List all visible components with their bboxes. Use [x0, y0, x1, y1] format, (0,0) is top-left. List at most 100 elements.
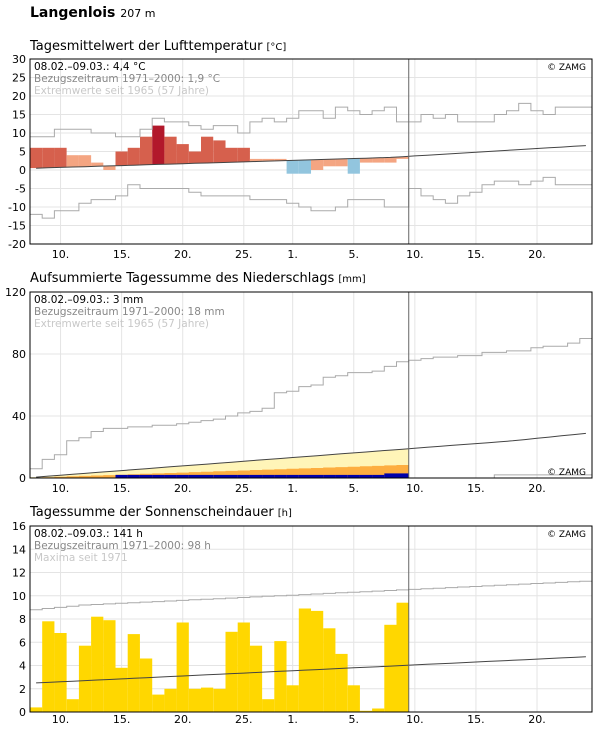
sun-bar: [176, 622, 189, 712]
temp-bar: [42, 147, 55, 168]
x-tick-label: 10.: [406, 713, 424, 726]
temp-bar: [201, 136, 214, 163]
x-tick-label: 20.: [174, 482, 192, 495]
sun-bar: [225, 631, 238, 712]
y-tick-label: 10: [12, 590, 26, 603]
plot-frame: [29, 291, 593, 479]
temp-bar: [213, 140, 226, 163]
precip-bar: [372, 474, 385, 478]
mean-line: [36, 432, 586, 478]
precip-bar: [359, 474, 373, 478]
chart-title: Tagesmittelwert der Lufttemperatur [°C]: [29, 39, 286, 54]
sun-bar: [286, 685, 299, 712]
x-tick-label: 15.: [467, 482, 485, 495]
temp-bar: [30, 147, 43, 169]
temp-bar: [103, 165, 116, 170]
temp-bar: [225, 147, 238, 163]
precip-bar: [396, 473, 409, 478]
plot-frame: [29, 525, 593, 713]
y-tick-label: 2: [19, 683, 26, 696]
info-line-2: Extremwerte seit 1965 (57 Jahre): [34, 318, 209, 330]
sun-bar: [262, 699, 275, 712]
temp-bar: [286, 160, 299, 174]
temp-bar: [396, 156, 409, 159]
info-line-2: Maxima seit 1971: [34, 552, 128, 564]
x-tick-label: 15.: [467, 248, 485, 261]
precip-bar: [225, 474, 238, 478]
precip-bar: [323, 474, 336, 478]
temp-bar: [127, 147, 140, 166]
station-name: Langenlois: [30, 5, 116, 21]
info-line-1: Bezugszeitraum 1971–2000: 18 mm: [34, 306, 225, 318]
temp-bar: [311, 159, 324, 170]
precip-bar: [140, 474, 153, 478]
precip-deficit-area: [30, 465, 409, 478]
sun-bar: [213, 688, 226, 713]
precip-bar: [115, 474, 128, 478]
y-tick-label: 5: [19, 146, 26, 159]
mean-line: [36, 656, 586, 684]
chart-precipitation: Aufsummierte Tagessumme des Niederschlag…: [5, 271, 593, 495]
y-tick-label: 0: [19, 164, 26, 177]
precip-bar: [311, 474, 324, 478]
precip-bar: [286, 474, 299, 478]
x-tick-label: 10.: [52, 248, 70, 261]
sun-bar: [249, 645, 263, 712]
temp-bar: [91, 162, 104, 167]
max-line: [30, 580, 592, 611]
sun-bar: [103, 620, 116, 712]
x-tick-label: 20.: [174, 248, 192, 261]
temp-bar: [384, 157, 397, 163]
sun-bar: [311, 610, 324, 712]
station-elevation: 207 m: [120, 7, 156, 20]
precip-bar: [335, 474, 348, 478]
y-tick-label: -5: [15, 183, 26, 196]
precip-bar: [347, 474, 360, 478]
x-tick-label: 25.: [235, 713, 253, 726]
temp-bar: [140, 136, 153, 165]
copyright-label: © ZAMG: [547, 63, 586, 73]
info-line-0: 08.02.–09.03.: 3 mm: [34, 294, 143, 306]
x-tick-label: 1.: [287, 248, 298, 261]
temp-bar: [372, 157, 385, 163]
x-tick-label: 10.: [406, 482, 424, 495]
x-tick-label: 25.: [235, 248, 253, 261]
temp-bar: [78, 155, 92, 167]
sun-bar: [42, 621, 55, 712]
y-tick-label: -15: [8, 220, 26, 233]
temp-bar: [66, 155, 79, 167]
y-tick-label: 0: [19, 472, 26, 485]
sun-bar: [323, 628, 336, 712]
sun-bar: [396, 602, 409, 712]
precip-bar: [188, 474, 202, 478]
precip-bar: [384, 473, 397, 478]
y-tick-label: 15: [12, 109, 26, 122]
y-tick-label: -10: [8, 201, 26, 214]
y-tick-label: 40: [12, 410, 26, 423]
precip-bar: [213, 474, 226, 478]
info-line-0: 08.02.–09.03.: 4,4 °C: [34, 61, 146, 73]
chart-unit: [h]: [278, 508, 292, 519]
sun-bar: [152, 694, 165, 712]
x-tick-label: 15.: [467, 713, 485, 726]
temp-bar: [274, 158, 287, 161]
temp-bar: [262, 158, 275, 162]
y-tick-label: 4: [19, 660, 26, 673]
temp-bar: [323, 159, 336, 167]
x-tick-label: 20.: [174, 713, 192, 726]
x-tick-label: 20.: [528, 482, 546, 495]
chart-unit: [mm]: [338, 274, 365, 285]
sun-bar: [359, 710, 373, 712]
temp-bar: [152, 125, 165, 165]
y-tick-label: 30: [12, 53, 26, 66]
y-tick-label: 16: [12, 520, 26, 533]
info-line-0: 08.02.–09.03.: 141 h: [34, 528, 143, 540]
y-tick-label: 0: [19, 706, 26, 719]
sun-bar: [384, 624, 397, 712]
temp-bar: [237, 147, 250, 162]
precip-bar: [274, 474, 287, 478]
y-tick-label: 8: [19, 613, 26, 626]
y-tick-label: 12: [12, 567, 26, 580]
sun-bar: [347, 685, 360, 712]
